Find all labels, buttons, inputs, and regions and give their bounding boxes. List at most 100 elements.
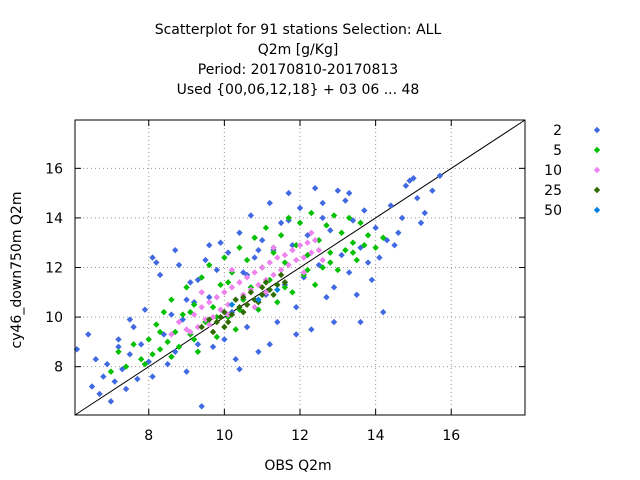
- data-point: [361, 241, 368, 249]
- data-point: [353, 256, 360, 264]
- data-point: [221, 308, 228, 316]
- data-point: [183, 284, 190, 291]
- data-point: [368, 276, 376, 284]
- legend-label: 10: [544, 163, 562, 179]
- data-point: [319, 256, 326, 264]
- data-point: [281, 251, 289, 259]
- y-tick-label: 12: [45, 261, 63, 277]
- data-point: [141, 360, 149, 368]
- data-point: [270, 271, 277, 279]
- data-point: [255, 348, 262, 355]
- data-point: [262, 279, 270, 286]
- data-point: [236, 303, 243, 311]
- x-axis-label: OBS Q2m: [264, 458, 331, 474]
- data-point: [115, 348, 122, 355]
- data-point: [175, 343, 183, 351]
- data-point: [277, 232, 285, 239]
- data-point: [327, 227, 334, 234]
- data-point: [213, 333, 221, 341]
- axis-ticks: 8 10 12 14 16 8 10 12 14 16: [45, 120, 525, 444]
- data-point: [300, 269, 307, 276]
- legend-label: 50: [544, 203, 562, 219]
- data-point: [345, 189, 353, 197]
- data-point: [372, 224, 379, 232]
- data-point: [274, 299, 281, 306]
- data-point: [285, 189, 292, 197]
- data-point: [342, 246, 349, 254]
- data-point: [149, 254, 156, 261]
- data-point: [330, 284, 338, 291]
- data-point: [198, 289, 205, 296]
- data-point: [232, 356, 239, 363]
- data-point: [308, 326, 315, 333]
- data-point: [315, 237, 323, 244]
- data-point: [168, 353, 175, 360]
- data-point: [206, 241, 213, 249]
- data-point: [251, 269, 258, 276]
- data-point: [255, 296, 262, 303]
- data-point: [183, 368, 190, 375]
- data-point: [308, 209, 315, 217]
- data-point: [357, 219, 364, 227]
- data-point: [236, 365, 243, 373]
- data-point: [179, 311, 186, 318]
- data-point: [115, 336, 122, 343]
- data-point: [88, 383, 96, 390]
- series-5: [107, 209, 387, 375]
- data-point: [289, 246, 296, 254]
- data-point: [232, 326, 239, 333]
- data-point: [266, 341, 273, 348]
- data-point: [187, 279, 194, 286]
- data-point: [258, 264, 266, 271]
- data-point: [270, 291, 277, 298]
- data-point: [379, 234, 387, 241]
- data-point: [111, 378, 118, 385]
- data-point: [247, 289, 255, 296]
- data-point: [156, 346, 164, 353]
- data-point: [258, 237, 266, 244]
- data-point: [274, 318, 281, 326]
- data-point: [224, 318, 232, 326]
- data-point: [296, 219, 304, 227]
- data-point: [345, 269, 353, 276]
- legend-marker: [593, 186, 601, 194]
- data-point: [372, 244, 379, 251]
- data-point: [107, 368, 115, 375]
- data-point: [364, 232, 372, 239]
- data-point: [379, 308, 387, 316]
- one-to-one-line: [74, 119, 526, 416]
- data-point: [228, 284, 236, 291]
- data-point: [198, 403, 205, 410]
- data-point: [421, 209, 428, 217]
- data-point: [323, 294, 330, 301]
- data-point: [221, 289, 228, 296]
- chart-title: Scatterplot for 91 stations Selection: A…: [155, 22, 442, 98]
- data-point: [304, 239, 311, 246]
- title-line-3: Period: 20170810-20170813: [198, 62, 398, 78]
- data-point: [122, 385, 130, 393]
- data-point: [285, 261, 292, 269]
- data-point: [190, 336, 198, 343]
- data-point: [217, 281, 224, 289]
- data-point: [232, 296, 239, 303]
- data-point: [209, 313, 217, 321]
- data-point: [126, 351, 134, 358]
- y-tick-label: 10: [45, 310, 63, 326]
- diagonal-line: [74, 119, 526, 416]
- data-point: [206, 321, 213, 328]
- data-point: [262, 224, 270, 232]
- data-point: [160, 308, 168, 316]
- data-point: [338, 229, 345, 236]
- data-point: [236, 279, 243, 286]
- data-point: [258, 284, 266, 291]
- data-point: [293, 241, 300, 249]
- data-point: [311, 281, 319, 289]
- data-point: [153, 259, 160, 266]
- data-point: [270, 244, 277, 251]
- legend-marker: [593, 206, 601, 214]
- data-point: [270, 249, 277, 256]
- data-point: [395, 229, 402, 236]
- data-point: [149, 373, 156, 380]
